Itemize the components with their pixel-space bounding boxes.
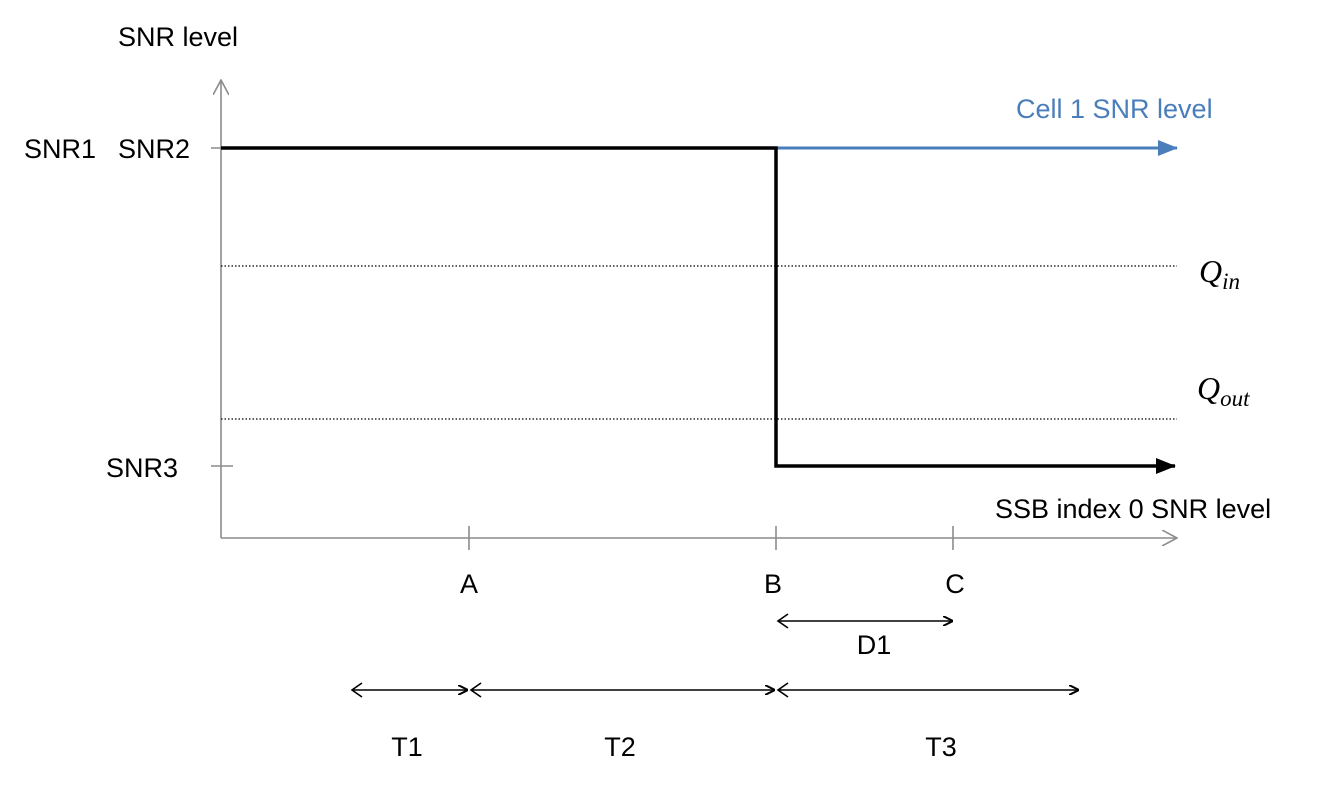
x-tick-label-c: C [945, 569, 965, 599]
ssb0-snr-line [221, 146, 1176, 474]
q-in-symbol: Q [1199, 253, 1222, 289]
x-tick-label-b: B [764, 569, 782, 599]
cell1-series-label: Cell 1 SNR level [1016, 94, 1213, 124]
y-tick-label-snr2: SNR2 [118, 134, 190, 164]
t1-label: T1 [391, 732, 423, 762]
q-in-label: Qin [1199, 253, 1240, 294]
t2-label: T2 [604, 732, 636, 762]
q-in-subscript: in [1222, 269, 1240, 294]
ssb0-series-label: SSB index 0 SNR level [995, 494, 1271, 524]
q-out-symbol: Q [1197, 370, 1220, 406]
x-tick-label-a: A [460, 569, 478, 599]
y-tick-label-snr1: SNR1 [24, 134, 96, 164]
q-out-label: Qout [1197, 370, 1250, 411]
q-out-subscript: out [1220, 386, 1250, 411]
t3-label: T3 [925, 732, 957, 762]
y-axis-title: SNR level [118, 22, 238, 52]
y-tick-label-snr3: SNR3 [106, 453, 178, 483]
d1-label: D1 [857, 630, 892, 660]
